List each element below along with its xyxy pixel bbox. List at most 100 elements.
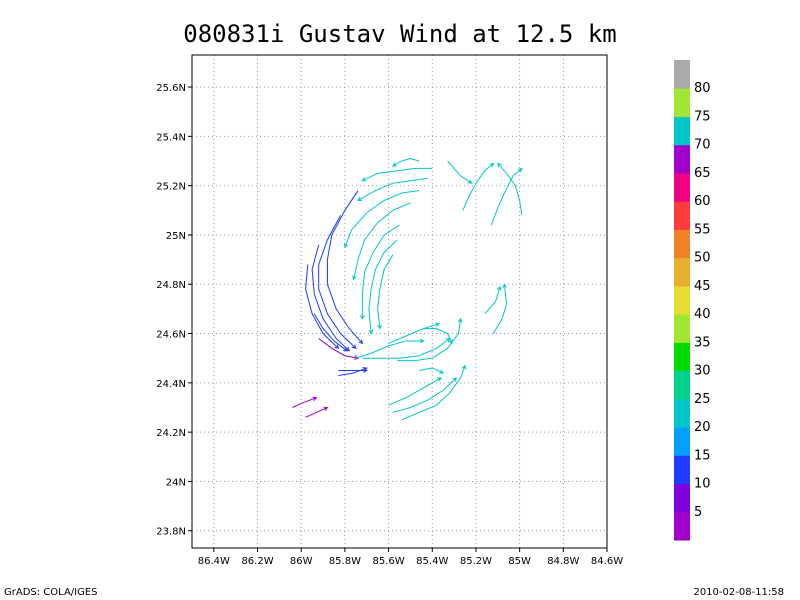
- streamline-arrowhead: [452, 377, 458, 382]
- y-tick-label: 24N: [166, 477, 186, 488]
- grid-lines: [192, 55, 608, 548]
- colorbar-label: 65: [694, 166, 711, 181]
- streamline-arrowhead: [457, 317, 463, 323]
- colorbar-label: 15: [694, 448, 711, 463]
- streamline: [392, 377, 457, 413]
- streamline: [377, 254, 394, 329]
- streamline: [397, 318, 462, 362]
- colorbar-label: 70: [694, 138, 711, 153]
- streamline: [368, 239, 398, 334]
- streamline: [392, 158, 420, 167]
- y-tick-label: 24.2N: [156, 428, 186, 439]
- streamline: [313, 313, 348, 352]
- streamline: [492, 284, 508, 334]
- footer-right: 2010-02-08-11:58: [693, 587, 784, 598]
- streamline-arrowhead: [489, 162, 495, 168]
- colorbar-bin: [674, 370, 690, 400]
- streamline-arrowhead: [436, 377, 442, 382]
- y-tick-label: 24.8N: [156, 280, 186, 291]
- streamline: [419, 367, 444, 374]
- y-tick-label: 23.8N: [156, 527, 186, 538]
- colorbar-label: 20: [694, 420, 711, 435]
- streamline-arrowhead: [502, 283, 508, 289]
- colorbar-bin: [674, 511, 690, 541]
- plot-frame: [191, 54, 608, 549]
- streamline-arrowhead: [496, 285, 502, 291]
- streamline: [355, 340, 424, 359]
- streamline: [447, 160, 472, 184]
- colorbar-label: 60: [694, 194, 711, 209]
- streamline-arrowhead: [448, 339, 453, 345]
- colorbar-bin: [674, 483, 690, 513]
- streamline-arrowhead: [352, 275, 357, 281]
- y-tick-label: 25.6N: [156, 83, 186, 94]
- streamline-arrowhead: [360, 315, 365, 320]
- x-tick-label: 86.2W: [241, 556, 273, 567]
- colorbar-label: 55: [694, 222, 711, 237]
- x-tick-label: 85.2W: [460, 556, 492, 567]
- streamline: [401, 365, 466, 421]
- y-tick-label: 25N: [166, 231, 186, 242]
- x-tick-label: 85.8W: [329, 556, 361, 567]
- x-tick-label: 85.6W: [373, 556, 405, 567]
- streamline: [362, 167, 433, 182]
- streamline: [292, 397, 317, 408]
- streamline-arrowhead: [357, 196, 363, 201]
- streamline-arrowhead: [497, 162, 502, 168]
- streamline-arrowhead: [434, 322, 440, 327]
- colorbar-bin: [674, 229, 690, 259]
- streamline: [305, 407, 328, 418]
- streamline: [497, 163, 523, 216]
- colorbar: 5 10 15 20 25 30 35 40 45 50 55 60 65 70 75 80: [674, 60, 711, 541]
- colorbar-label: 35: [694, 335, 711, 350]
- y-tick-label: 25.4N: [156, 132, 186, 143]
- streamline: [357, 177, 428, 201]
- streamline: [318, 338, 359, 359]
- streamline-arrowhead: [368, 329, 374, 335]
- streamline-arrowhead: [419, 338, 425, 344]
- colorbar-label: 5: [694, 505, 702, 520]
- streamline: [361, 224, 400, 319]
- streamline-arrowhead: [343, 346, 348, 352]
- streamline: [305, 264, 339, 349]
- streamline-arrowhead: [362, 367, 368, 372]
- colorbar-bin: [674, 285, 690, 315]
- streamline: [490, 168, 523, 226]
- footer-left: GrADS: COLA/IGES: [4, 587, 98, 598]
- x-tick-label: 84.6W: [591, 556, 623, 567]
- colorbar-label: 45: [694, 279, 711, 294]
- streamline-arrowhead: [467, 179, 473, 184]
- colorbar-bin: [674, 172, 690, 202]
- colorbar-bin: [674, 60, 690, 89]
- colorbar-bin: [674, 427, 690, 456]
- x-tick-label: 86W: [290, 556, 313, 567]
- x-tick-label: 85W: [508, 556, 531, 567]
- colorbar-label: 50: [694, 251, 711, 266]
- streamline: [311, 244, 350, 352]
- streamline-arrowhead: [517, 167, 523, 173]
- streamline: [388, 323, 439, 344]
- streamline-arrowhead: [392, 162, 397, 167]
- streamline-arrowhead: [312, 396, 318, 401]
- colorbar-label: 80: [694, 81, 711, 96]
- colorbar-bin: [674, 201, 690, 230]
- colorbar-bin: [674, 88, 690, 117]
- x-tick-label: 84.8W: [547, 556, 579, 567]
- colorbar-bin: [674, 455, 690, 485]
- colorbar-label: 10: [694, 477, 711, 492]
- streamline-arrowhead: [461, 364, 467, 370]
- streamline-arrowhead: [358, 339, 364, 345]
- colorbar-bin: [674, 314, 690, 343]
- colorbar-bin: [674, 342, 690, 372]
- streamline: [326, 190, 363, 344]
- streamlines: [292, 158, 523, 421]
- streamline-arrowhead: [354, 355, 360, 360]
- y-axis: 23.8N 24N 24.2N 24.4N 24.6N 24.8N 25N 25.2N 25.4…: [156, 83, 192, 538]
- streamline-arrowhead: [361, 177, 367, 182]
- x-axis: 86.4W 86.2W 86W 85.8W 85.6W 85.4W 85.2W 85W 84.8…: [198, 548, 623, 567]
- colorbar-label: 25: [694, 392, 711, 407]
- y-tick-label: 24.4N: [156, 379, 186, 390]
- x-tick-label: 86.4W: [198, 556, 230, 567]
- streamline: [484, 286, 501, 315]
